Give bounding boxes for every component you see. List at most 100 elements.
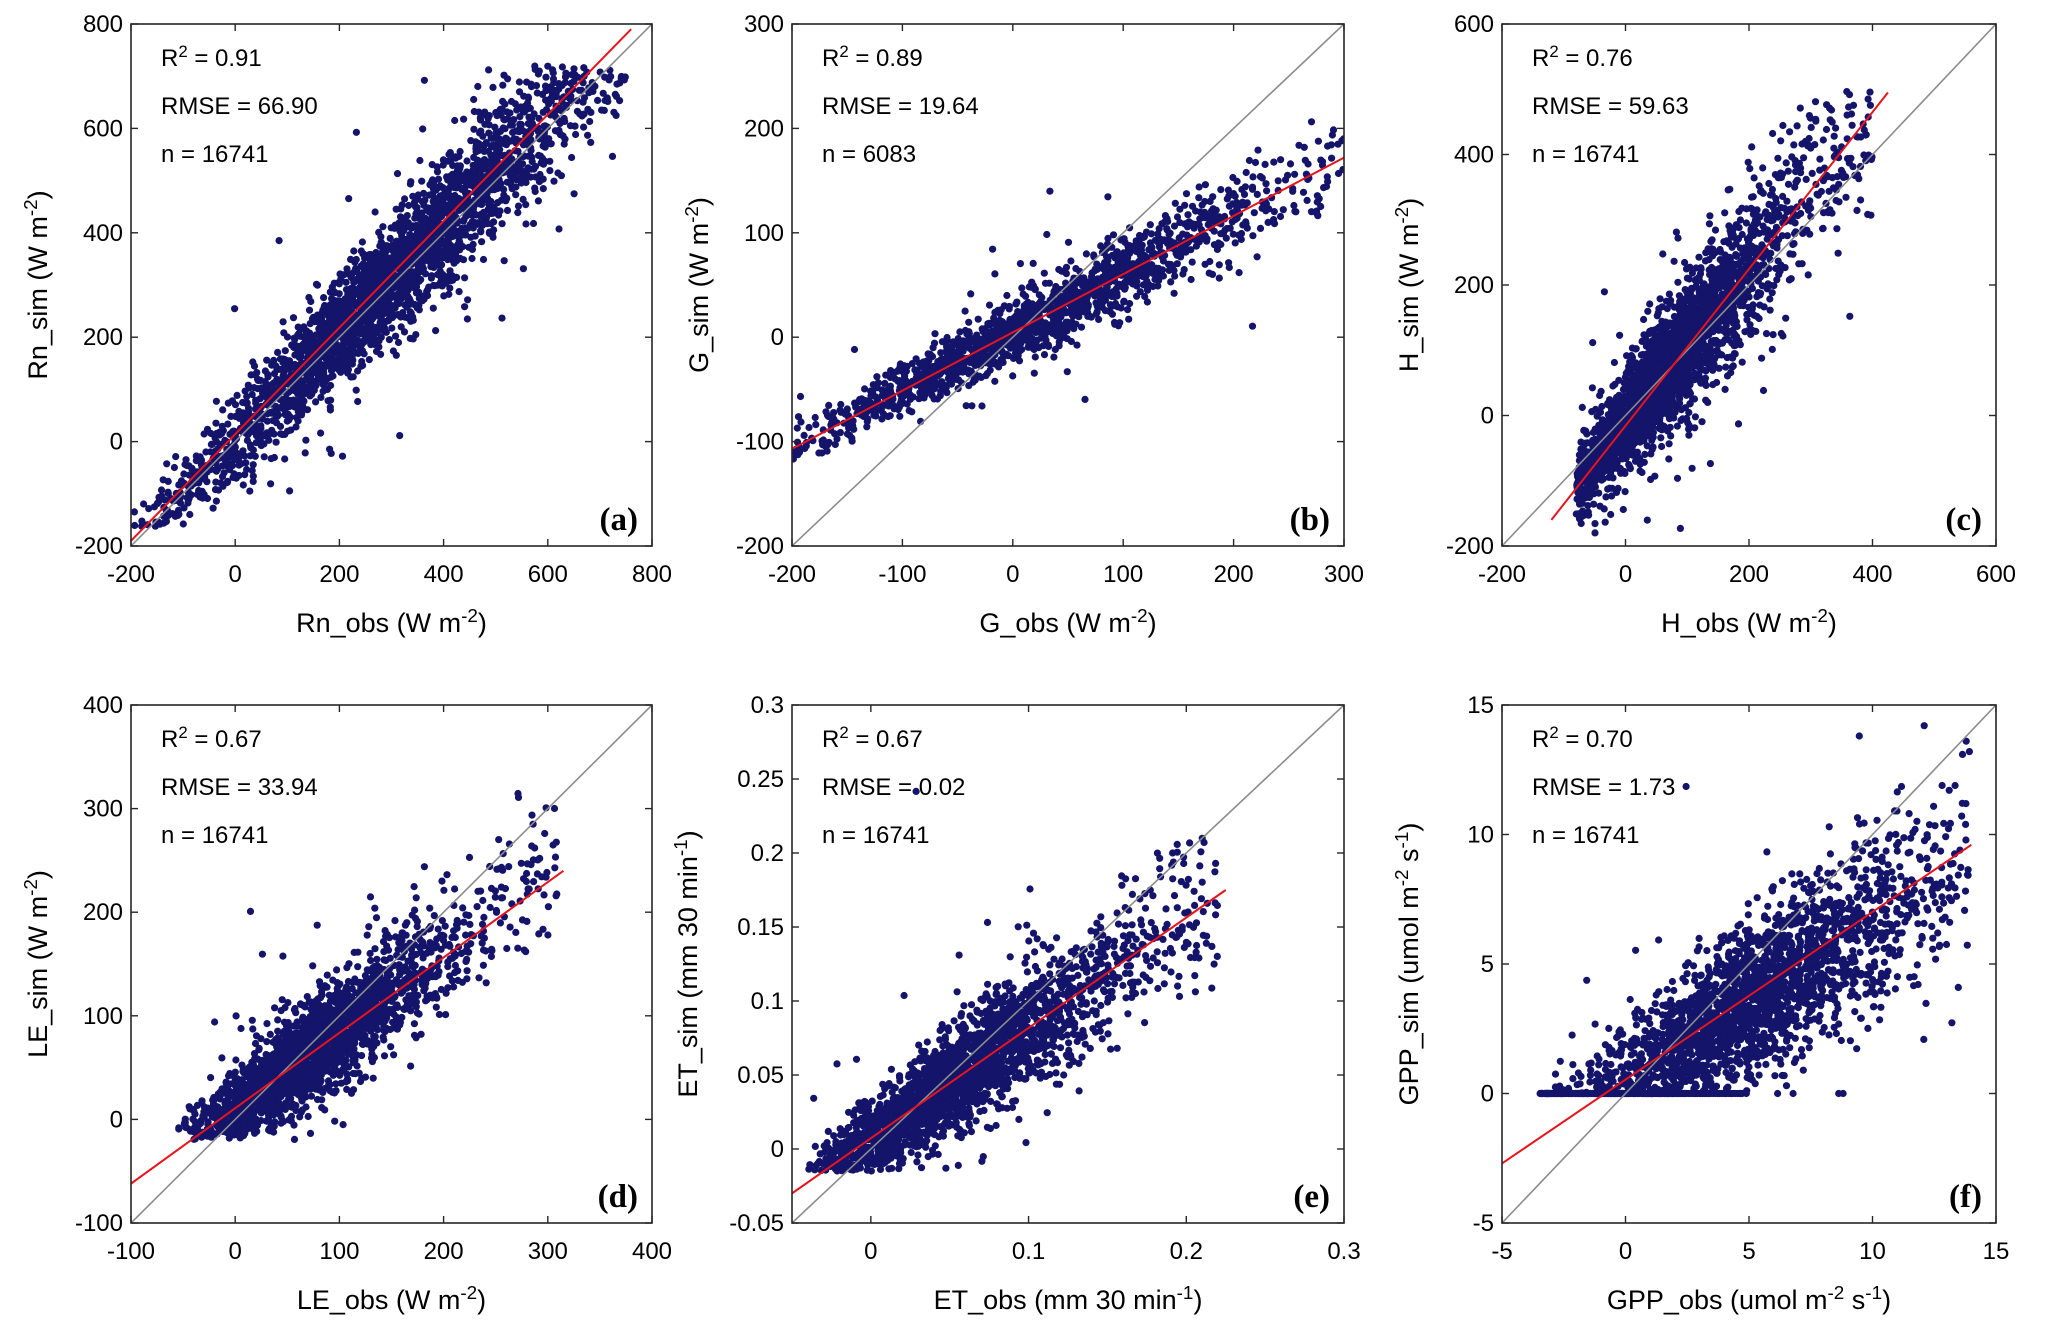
scatter-point (268, 391, 276, 399)
scatter-point (1022, 308, 1030, 316)
y-tick-label: 800 (83, 11, 123, 38)
scatter-point (570, 190, 578, 198)
scatter-point (469, 170, 478, 178)
scatter-point (989, 245, 997, 253)
scatter-point (323, 362, 331, 370)
scatter-point (1324, 142, 1332, 150)
y-tick-label: -200 (75, 533, 123, 560)
scatter-point (446, 149, 454, 157)
scatter-point (263, 386, 271, 394)
r2-value: = 0.91 (188, 45, 262, 72)
scatter-point (418, 297, 426, 305)
scatter-point (275, 237, 283, 245)
scatter-point (274, 348, 282, 356)
scatter-point (340, 336, 348, 344)
scatter-point (1165, 230, 1173, 238)
scatter-point (792, 449, 799, 457)
scatter-point (406, 334, 414, 342)
scatter-point (1062, 270, 1070, 278)
scatter-point (943, 354, 951, 362)
scatter-point (494, 199, 502, 207)
scatter-point (272, 438, 280, 446)
scatter-point (1756, 301, 1764, 309)
scatter-point (946, 377, 954, 385)
scatter-point (1091, 292, 1099, 300)
scatter-point (485, 66, 493, 74)
scatter-point (414, 257, 422, 265)
scatter-point (521, 128, 529, 136)
scatter-point (797, 418, 805, 426)
scatter-point (613, 80, 621, 88)
scatter-point (420, 201, 428, 209)
r2-exponent: 2 (178, 42, 187, 61)
scatter-point (984, 320, 992, 328)
scatter-point (389, 241, 397, 249)
x-tick-label: 200 (1214, 561, 1254, 588)
scatter-point (1067, 257, 1075, 265)
scatter-point (1242, 218, 1250, 226)
scatter-point (263, 356, 271, 364)
scatter-point (1182, 190, 1191, 198)
scatter-point (586, 117, 594, 126)
y-axis-label-part: -2 (21, 199, 42, 216)
scatter-point (1120, 297, 1128, 305)
scatter-point (387, 290, 396, 298)
scatter-point (195, 479, 203, 487)
scatter-point (397, 223, 405, 231)
scatter-point (929, 344, 937, 352)
scatter-point (522, 178, 530, 187)
scatter-point (1103, 290, 1111, 298)
scatter-point (313, 281, 322, 289)
scatter-point (591, 82, 599, 90)
scatter-point (1706, 212, 1714, 220)
scatter-point (456, 239, 464, 247)
scatter-point (389, 347, 397, 355)
scatter-point (474, 157, 482, 165)
scatter-point (909, 393, 917, 401)
scatter-point (818, 437, 826, 445)
scatter-point (1120, 235, 1128, 243)
scatter-point (1161, 217, 1169, 226)
scatter-points (792, 118, 1344, 463)
scatter-point (1077, 302, 1085, 310)
scatter-point (540, 130, 548, 138)
scatter-point (300, 390, 308, 398)
scatter-point (481, 108, 489, 116)
scatter-point (617, 74, 625, 82)
scatter-point (1184, 211, 1192, 219)
scatter-point (1088, 273, 1096, 281)
scatter-point (1012, 312, 1020, 320)
scatter-point (338, 452, 347, 460)
scatter-point (179, 520, 187, 528)
scatter-point (366, 279, 374, 287)
scatter-point (538, 159, 546, 167)
scatter-point (403, 288, 411, 296)
scatter-point (321, 301, 329, 310)
scatter-point (514, 209, 522, 217)
scatter-point (1698, 418, 1706, 426)
scatter-point (886, 373, 895, 381)
scatter-point (318, 334, 326, 342)
scatter-point (1233, 204, 1241, 212)
scatter-point (344, 369, 352, 377)
scatter-point (800, 431, 808, 439)
scatter-point (230, 448, 238, 457)
scatter-point (1263, 187, 1271, 195)
scatter-point (547, 83, 555, 91)
scatter-point (359, 260, 368, 268)
scatter-point (432, 327, 440, 335)
scatter-point (433, 253, 442, 261)
scatter-point (1656, 295, 1664, 303)
scatter-point (1270, 208, 1278, 216)
scatter-point (309, 341, 317, 350)
scatter-point (1188, 202, 1197, 210)
scatter-point (433, 168, 442, 176)
scatter-point (401, 243, 409, 251)
scatter-point (1254, 146, 1262, 154)
scatter-point (1226, 224, 1234, 232)
scatter-point (508, 185, 516, 193)
scatter-point (507, 97, 516, 106)
scatter-point (1020, 316, 1028, 324)
scatter-point (1132, 278, 1140, 286)
scatter-point (172, 453, 180, 461)
